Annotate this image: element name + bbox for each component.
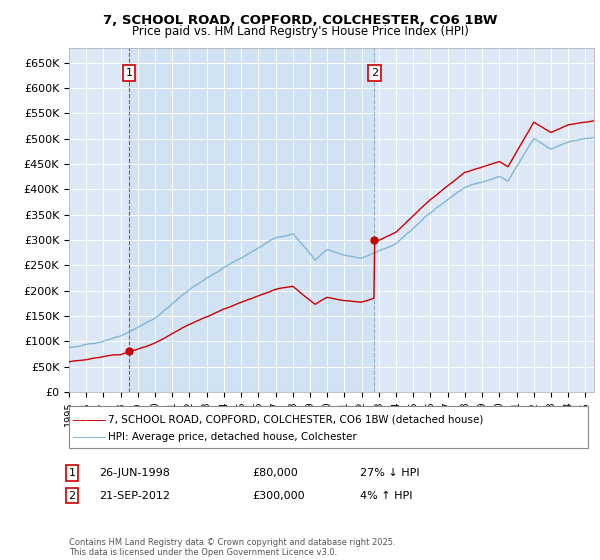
Text: 2: 2 <box>68 491 76 501</box>
Text: £300,000: £300,000 <box>252 491 305 501</box>
Text: HPI: Average price, detached house, Colchester: HPI: Average price, detached house, Colc… <box>108 435 357 445</box>
Bar <box>129 48 374 392</box>
Text: HPI: Average price, detached house, Colchester: HPI: Average price, detached house, Colc… <box>108 432 357 442</box>
Text: £80,000: £80,000 <box>252 468 298 478</box>
Text: Price paid vs. HM Land Registry's House Price Index (HPI): Price paid vs. HM Land Registry's House … <box>131 25 469 38</box>
Text: 1: 1 <box>68 468 76 478</box>
Text: 7, SCHOOL ROAD, COPFORD, COLCHESTER, CO6 1BW (detached house): 7, SCHOOL ROAD, COPFORD, COLCHESTER, CO6… <box>108 415 484 425</box>
Text: ─────: ───── <box>72 421 106 431</box>
Text: ─────: ───── <box>72 415 106 425</box>
Text: ─────: ───── <box>72 435 106 445</box>
Text: 4% ↑ HPI: 4% ↑ HPI <box>360 491 413 501</box>
Text: 7, SCHOOL ROAD, COPFORD, COLCHESTER, CO6 1BW (detached house): 7, SCHOOL ROAD, COPFORD, COLCHESTER, CO6… <box>108 421 484 431</box>
Text: 7, SCHOOL ROAD, COPFORD, COLCHESTER, CO6 1BW: 7, SCHOOL ROAD, COPFORD, COLCHESTER, CO6… <box>103 14 497 27</box>
Text: Contains HM Land Registry data © Crown copyright and database right 2025.
This d: Contains HM Land Registry data © Crown c… <box>69 538 395 557</box>
Text: ─────: ───── <box>72 432 106 442</box>
Text: 1: 1 <box>125 68 133 78</box>
Text: 27% ↓ HPI: 27% ↓ HPI <box>360 468 419 478</box>
Text: 2: 2 <box>371 68 378 78</box>
Text: 21-SEP-2012: 21-SEP-2012 <box>99 491 170 501</box>
Text: 26-JUN-1998: 26-JUN-1998 <box>99 468 170 478</box>
